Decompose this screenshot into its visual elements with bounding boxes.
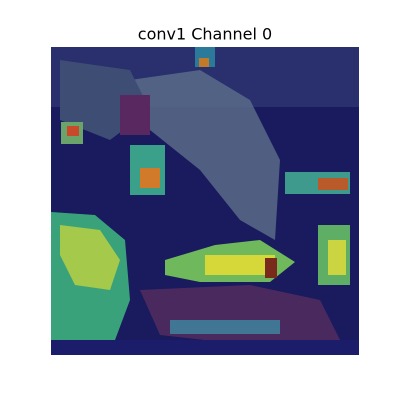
image-region — [51, 340, 359, 355]
image-region — [60, 225, 120, 290]
title: conv1 Channel 0 — [138, 25, 272, 44]
image-region — [140, 168, 160, 188]
image-region — [205, 255, 275, 275]
heatmap-image — [51, 47, 359, 355]
image-region — [328, 240, 346, 275]
image-region — [67, 126, 79, 136]
image-region — [170, 320, 280, 334]
image-region — [265, 258, 277, 278]
image-region — [120, 95, 150, 135]
image-region — [130, 70, 280, 240]
image-region — [318, 178, 348, 190]
image-region — [199, 58, 209, 67]
